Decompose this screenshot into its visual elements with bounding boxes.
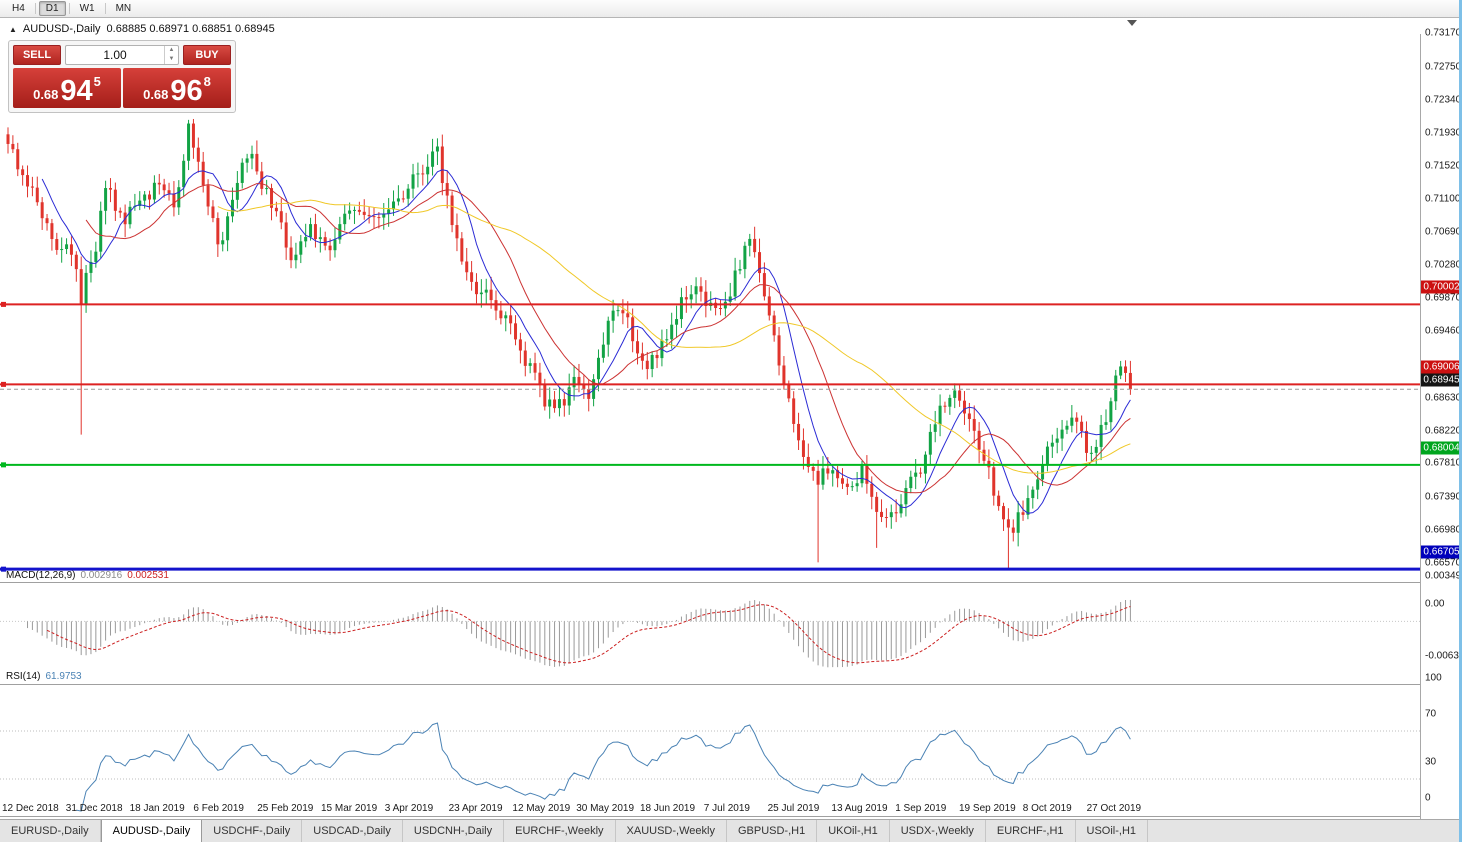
volume-field[interactable]: 1.00 ▲ ▼ xyxy=(65,45,179,65)
price-scale-label: 0.72340 xyxy=(1425,94,1462,106)
level-price-badge: 0.70002 xyxy=(1421,280,1462,294)
sell-price-button[interactable]: 0.68 94 5 xyxy=(13,68,121,108)
chart-tab[interactable]: GBPUSD-,H1 xyxy=(727,820,818,842)
price-scale-label: 0.73170 xyxy=(1425,27,1462,39)
chart-tab[interactable]: AUDUSD-,Daily xyxy=(100,820,203,842)
chart-surface[interactable] xyxy=(0,17,1462,837)
buy-price-big: 96 xyxy=(170,75,203,107)
price-scale-label: 0.71930 xyxy=(1425,127,1462,139)
volume-value[interactable]: 1.00 xyxy=(103,48,127,62)
macd-scale-label: 0.00 xyxy=(1425,598,1445,610)
chart-tab[interactable]: USDCNH-,Daily xyxy=(403,820,505,842)
rsi-scale-label: 0 xyxy=(1425,792,1431,804)
current-price-badge: 0.68945 xyxy=(1421,373,1462,387)
timeframe-button-d1[interactable]: D1 xyxy=(38,1,66,16)
symbol-marker-icon: ▲ xyxy=(9,24,17,34)
tab-bar-filler xyxy=(1148,820,1462,842)
price-scale-label: 0.69870 xyxy=(1425,292,1462,304)
chart-tab-bar: EURUSD-,Daily AUDUSD-,Daily USDCHF-,Daily U… xyxy=(0,819,1462,842)
chart-canvas xyxy=(0,34,1462,837)
chart-shift-marker-icon xyxy=(1127,20,1137,26)
volume-spinner: ▲ ▼ xyxy=(164,46,178,64)
price-scale-label: 0.66570 xyxy=(1425,557,1462,569)
price-scale-label: 0.68630 xyxy=(1425,392,1462,404)
price-scale-label: 0.70690 xyxy=(1425,226,1462,238)
timeframe-button-w1[interactable]: W1 xyxy=(79,3,95,14)
chart-ohlc-values: 0.68885 0.68971 0.68851 0.68945 xyxy=(106,23,275,35)
volume-down-icon[interactable]: ▼ xyxy=(168,56,175,62)
one-click-trade-panel: SELL 1.00 ▲ ▼ BUY 0.68 94 5 0.68 96 8 xyxy=(8,40,236,113)
timeframe-toolbar: H4 D1 W1 MN xyxy=(0,0,1462,18)
chart-title: ▲ AUDUSD-,Daily 0.68885 0.68971 0.68851 … xyxy=(9,23,275,35)
chart-tab[interactable]: USDX-,Weekly xyxy=(890,820,986,842)
price-scale-label: 0.67390 xyxy=(1425,491,1462,503)
chart-tab[interactable]: EURCHF-,Weekly xyxy=(504,820,616,842)
price-scale-label: 0.71100 xyxy=(1425,193,1461,205)
price-scale[interactable]: 0.73170 0.72750 0.72340 0.71930 0.71520 0.711… xyxy=(1421,17,1462,820)
buy-price-prefix: 0.68 xyxy=(143,87,169,102)
price-scale-label: 0.69460 xyxy=(1425,325,1462,337)
chart-tab[interactable]: USDCHF-,Daily xyxy=(202,820,303,842)
macd-scale-label: 0.00349 xyxy=(1425,570,1462,582)
chart-tab[interactable]: XAUUSD-,Weekly xyxy=(616,820,727,842)
chart-symbol-label: AUDUSD-,Daily xyxy=(22,23,101,35)
chart-tab[interactable]: EURUSD-,Daily xyxy=(0,820,101,842)
sell-price-pipette: 5 xyxy=(93,74,101,89)
macd-scale-label: -0.00637 xyxy=(1425,650,1462,662)
timeframe-button-mn[interactable]: MN xyxy=(115,3,132,14)
rsi-scale-label: 30 xyxy=(1425,756,1437,768)
sell-button[interactable]: SELL xyxy=(13,45,61,65)
price-scale-label: 0.66980 xyxy=(1425,524,1462,536)
chart-tab[interactable]: UKOil-,H1 xyxy=(817,820,890,842)
toolbar-separator xyxy=(68,3,70,14)
chart-tab[interactable]: USOil-,H1 xyxy=(1076,820,1149,842)
buy-button[interactable]: BUY xyxy=(183,45,231,65)
level-price-badge: 0.69006 xyxy=(1421,360,1462,374)
price-scale-label: 0.70280 xyxy=(1425,259,1462,271)
timeframe-button-h4[interactable]: H4 xyxy=(12,3,25,14)
toolbar-separator xyxy=(34,3,36,14)
chart-tab[interactable]: USDCAD-,Daily xyxy=(302,820,403,842)
toolbar-separator xyxy=(104,3,106,14)
volume-up-icon[interactable]: ▲ xyxy=(168,47,175,53)
price-scale-label: 0.72750 xyxy=(1425,61,1462,73)
sell-price-big: 94 xyxy=(60,75,93,107)
window-edge xyxy=(1459,0,1462,842)
rsi-scale-label: 70 xyxy=(1425,708,1437,720)
chart-tab[interactable]: EURCHF-,H1 xyxy=(986,820,1076,842)
sell-price-prefix: 0.68 xyxy=(33,87,59,102)
buy-price-button[interactable]: 0.68 96 8 xyxy=(123,68,231,108)
price-scale-label: 0.67810 xyxy=(1425,457,1462,469)
buy-price-pipette: 8 xyxy=(203,74,211,89)
level-price-badge: 0.66705 xyxy=(1421,545,1462,559)
level-price-badge: 0.68004 xyxy=(1421,441,1462,455)
price-scale-label: 0.71520 xyxy=(1425,160,1462,171)
rsi-scale-label: 100 xyxy=(1425,672,1442,684)
price-scale-label: 0.68220 xyxy=(1425,425,1462,436)
